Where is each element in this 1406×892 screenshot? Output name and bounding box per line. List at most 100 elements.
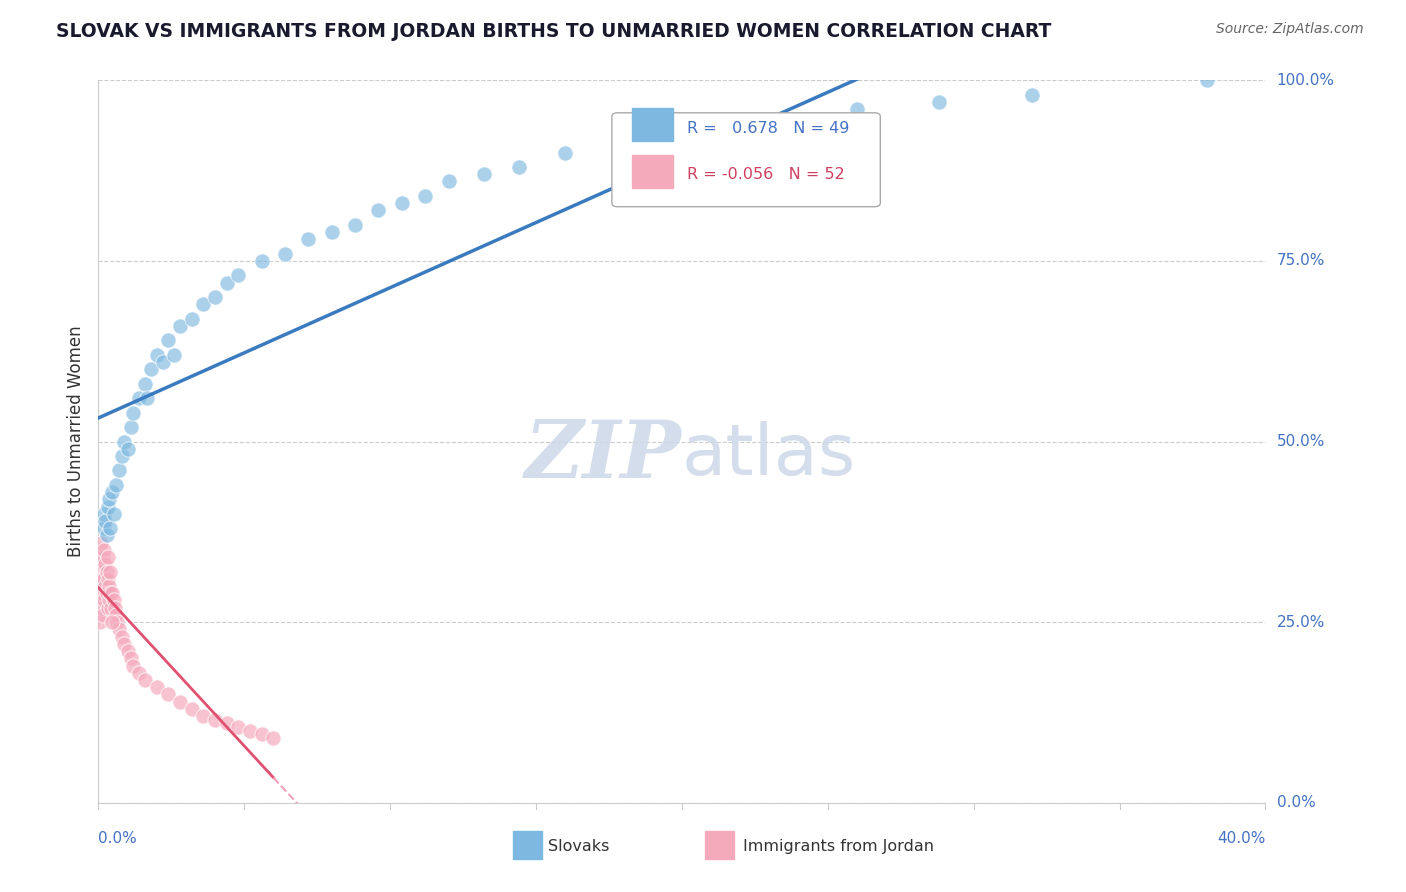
Y-axis label: Births to Unmarried Women: Births to Unmarried Women (66, 326, 84, 558)
Bar (631, 108, 672, 141)
Point (96, 565, 118, 579)
Point (1195, 73, 1218, 87)
Point (413, 189, 436, 203)
Point (297, 232, 319, 246)
Point (104, 607, 127, 622)
Point (93, 593, 115, 607)
Point (91, 550, 114, 565)
Point (101, 485, 124, 500)
Point (1021, 87, 1043, 102)
Point (100, 600, 122, 615)
Point (169, 695, 191, 709)
Point (554, 145, 576, 160)
Point (97, 579, 120, 593)
Point (108, 463, 131, 477)
Point (94, 514, 117, 528)
Point (120, 651, 142, 665)
Point (97, 500, 120, 514)
Point (193, 709, 215, 723)
Text: Slovaks: Slovaks (548, 838, 609, 854)
Point (101, 586, 124, 600)
Point (204, 713, 226, 727)
Point (250, 253, 273, 268)
Text: Source: ZipAtlas.com: Source: ZipAtlas.com (1216, 22, 1364, 37)
Point (122, 658, 145, 673)
Point (344, 218, 367, 232)
Point (193, 297, 215, 311)
Point (763, 117, 786, 131)
Point (239, 723, 262, 738)
Point (215, 276, 238, 290)
Point (91, 586, 114, 600)
Text: atlas: atlas (682, 422, 856, 491)
Point (98, 521, 121, 535)
Bar (513, 830, 541, 859)
Point (139, 362, 162, 376)
Text: 50.0%: 50.0% (1277, 434, 1324, 449)
Point (120, 420, 142, 434)
Text: 40.0%: 40.0% (1218, 830, 1265, 846)
Point (152, 355, 174, 369)
Point (90, 572, 112, 586)
Point (117, 442, 139, 456)
Point (367, 203, 389, 218)
Point (111, 449, 134, 463)
Text: 100.0%: 100.0% (1277, 73, 1334, 87)
Point (122, 406, 145, 420)
Text: 25.0%: 25.0% (1277, 615, 1324, 630)
Point (97, 492, 120, 507)
Text: R = -0.056   N = 52: R = -0.056 N = 52 (686, 168, 845, 182)
Point (180, 311, 202, 326)
Point (89, 579, 111, 593)
Point (928, 95, 950, 109)
Point (97, 572, 120, 586)
Point (93, 572, 115, 586)
Point (108, 623, 131, 637)
Bar (631, 154, 672, 187)
Point (215, 716, 238, 731)
Point (169, 318, 191, 333)
Point (96, 586, 118, 600)
Point (846, 102, 869, 116)
Point (93, 507, 115, 521)
Point (157, 687, 180, 701)
Text: R =   0.678   N = 49: R = 0.678 N = 49 (686, 120, 849, 136)
Point (98, 565, 121, 579)
Point (103, 507, 125, 521)
Point (391, 196, 413, 211)
Point (321, 225, 343, 239)
Point (98, 586, 121, 600)
Point (228, 720, 250, 734)
Point (613, 138, 636, 153)
Point (112, 637, 135, 651)
Point (128, 665, 150, 680)
Point (97, 593, 120, 607)
Point (91, 607, 114, 622)
Text: 0.0%: 0.0% (1277, 796, 1315, 810)
Point (101, 615, 124, 630)
FancyBboxPatch shape (612, 112, 880, 207)
Point (90, 565, 112, 579)
Point (250, 727, 273, 741)
Point (180, 702, 202, 716)
Bar (706, 830, 734, 859)
Point (97, 600, 120, 615)
Point (90, 558, 112, 572)
Point (94, 558, 117, 572)
Point (103, 593, 125, 607)
Text: 0.0%: 0.0% (98, 830, 138, 846)
Point (105, 615, 128, 630)
Point (508, 160, 530, 174)
Point (163, 348, 186, 362)
Point (146, 680, 169, 694)
Text: SLOVAK VS IMMIGRANTS FROM JORDAN BIRTHS TO UNMARRIED WOMEN CORRELATION CHART: SLOVAK VS IMMIGRANTS FROM JORDAN BIRTHS … (56, 22, 1052, 41)
Point (96, 528, 118, 542)
Point (94, 579, 117, 593)
Point (262, 731, 284, 745)
Point (112, 434, 135, 449)
Point (111, 630, 134, 644)
Point (104, 600, 127, 615)
Point (90, 600, 112, 615)
Point (274, 246, 297, 260)
Point (128, 391, 150, 405)
